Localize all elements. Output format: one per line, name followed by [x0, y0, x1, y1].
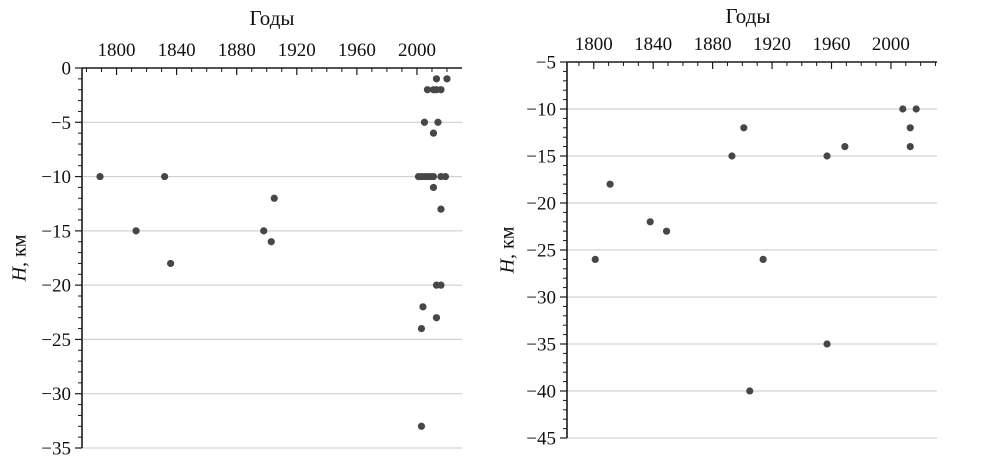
y-tick-label: −15 — [41, 221, 71, 242]
x-tick-label: 1880 — [218, 40, 256, 61]
data-point — [728, 152, 736, 160]
x-tick-label: 1800 — [575, 34, 613, 55]
y-tick-label: −25 — [526, 241, 556, 262]
x-tick-label: 1840 — [158, 40, 196, 61]
right-y-axis-label-symbol: H — [496, 258, 519, 274]
data-point — [906, 143, 914, 151]
data-point — [441, 172, 450, 181]
data-point — [429, 172, 438, 181]
data-point — [591, 255, 599, 263]
data-point — [132, 227, 140, 235]
x-tick-label: 2000 — [398, 40, 436, 61]
data-point — [423, 86, 432, 94]
data-point — [434, 118, 442, 126]
left-y-axis-label: H, км — [9, 235, 32, 282]
data-point — [419, 303, 427, 311]
y-tick-label: −45 — [526, 429, 556, 450]
data-point — [899, 105, 907, 113]
data-point — [432, 75, 441, 83]
y-tick-label: −30 — [526, 288, 556, 309]
y-tick-label: −10 — [526, 100, 556, 121]
x-tick-label: 1920 — [753, 34, 791, 55]
data-point — [740, 124, 748, 132]
y-tick-label: −5 — [51, 113, 71, 134]
data-point — [443, 75, 451, 83]
data-point — [161, 172, 169, 181]
data-point — [270, 194, 278, 202]
data-point — [260, 227, 268, 235]
y-tick-label: −40 — [526, 382, 556, 403]
data-point — [167, 259, 175, 268]
y-tick-label: −25 — [41, 330, 71, 351]
data-point — [437, 281, 445, 289]
y-tick-label: −20 — [41, 276, 71, 297]
right-chart-title: Годы — [725, 4, 771, 28]
x-tick-label: 1960 — [812, 34, 850, 55]
y-tick-label: −35 — [526, 335, 556, 356]
x-tick-label: 1920 — [278, 40, 316, 61]
data-point — [646, 218, 654, 226]
scatter-plot-left: 1800 1840 1880 1920 1960 2000 0 −5 −10 −15 −20 −25 −… — [41, 40, 462, 460]
data-point — [606, 180, 614, 188]
data-point — [746, 387, 754, 395]
data-point — [429, 129, 438, 137]
left-y-axis-label-units: , км — [8, 234, 31, 267]
x-tick-label: 1960 — [338, 40, 376, 61]
x-tick-label: 1880 — [694, 34, 732, 55]
data-point — [823, 340, 831, 348]
scatter-plot-right: 1800 1840 1880 1920 1960 2000 −5 −10 −15 −20 −25 −3… — [526, 34, 937, 450]
y-tick-label: −15 — [526, 147, 556, 168]
data-point — [823, 152, 831, 160]
right-y-axis-label-units: , км — [496, 226, 519, 259]
y-tick-label: −5 — [536, 53, 556, 74]
y-tick-label: 0 — [62, 59, 72, 80]
data-point — [417, 324, 426, 333]
x-tick-label: 2000 — [872, 34, 910, 55]
data-point — [429, 183, 438, 192]
x-tick-label: 1840 — [634, 34, 672, 55]
data-point — [912, 105, 920, 113]
data-point — [662, 227, 671, 235]
y-tick-label: −10 — [41, 167, 71, 188]
data-point — [267, 238, 275, 246]
data-point — [906, 124, 914, 132]
y-tick-label: −20 — [526, 194, 556, 215]
left-y-axis-label-symbol: H — [8, 266, 31, 282]
right-y-axis-label: H, км — [497, 227, 520, 274]
data-point — [841, 143, 849, 151]
data-point — [437, 86, 445, 94]
y-tick-label: −35 — [41, 439, 71, 460]
x-tick-label: 1800 — [98, 40, 136, 61]
data-point — [759, 255, 767, 263]
data-point — [417, 422, 426, 430]
left-chart-title: Годы — [249, 6, 295, 30]
data-point — [420, 118, 429, 126]
data-point — [437, 205, 445, 213]
data-point — [432, 314, 441, 322]
y-tick-label: −30 — [41, 384, 71, 405]
data-point — [96, 172, 104, 181]
